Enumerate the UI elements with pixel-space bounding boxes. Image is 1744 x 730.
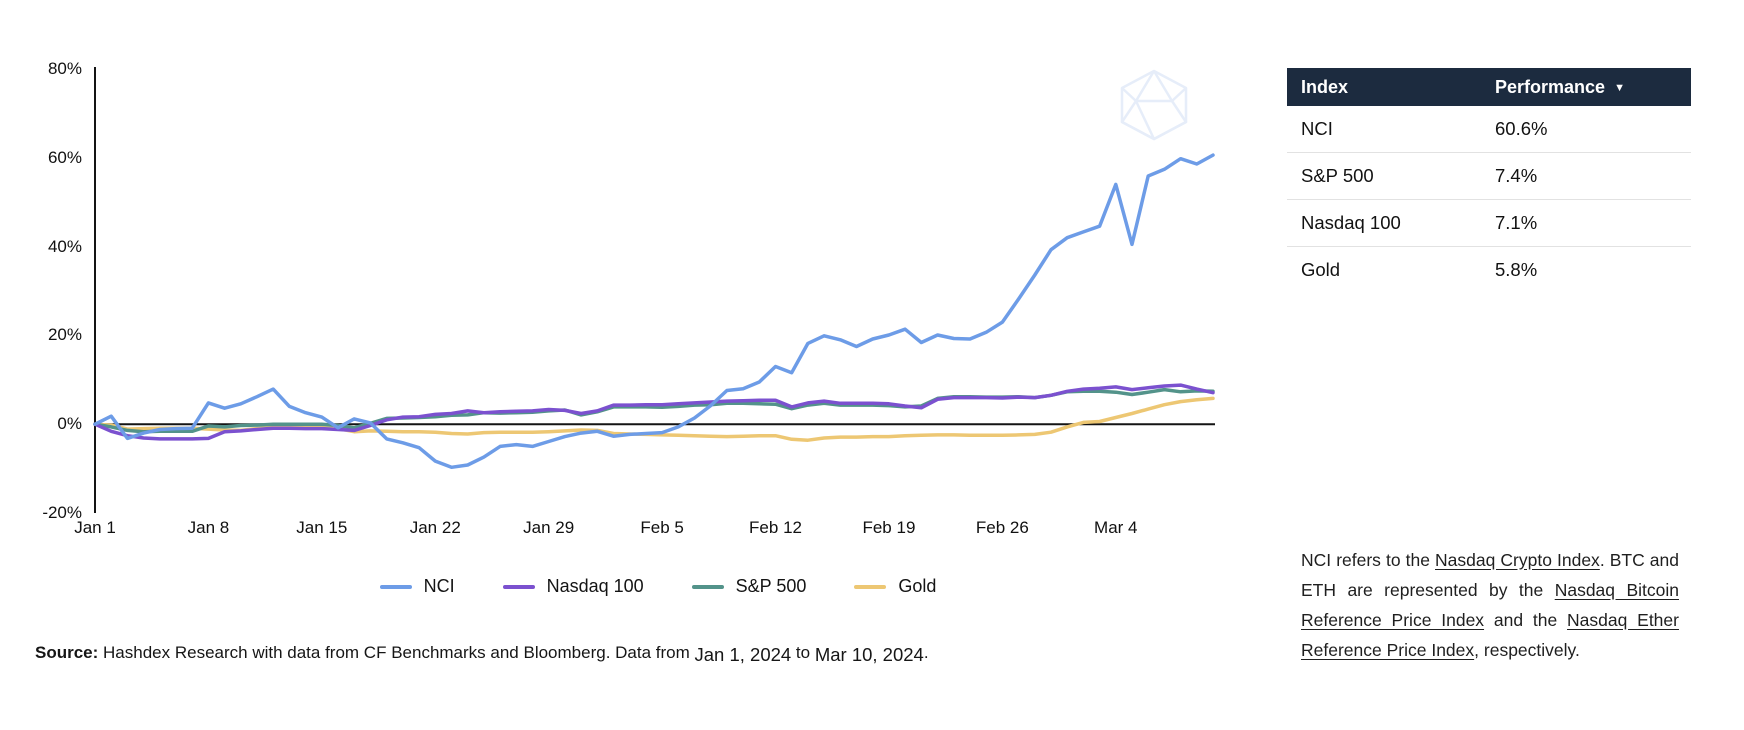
y-axis-tick-label: -20% xyxy=(42,503,82,522)
source-label: Source: xyxy=(35,643,99,662)
chart-legend: NCI Nasdaq 100 S&P 500 Gold xyxy=(78,576,1238,597)
legend-color-chip xyxy=(691,584,724,589)
legend-label: S&P 500 xyxy=(735,576,807,596)
footnote-segment: and the xyxy=(1484,609,1568,630)
table-body: NCI 60.6% S&P 500 7.4% Nasdaq 100 7.1% Gold 5.8… xyxy=(1287,106,1691,293)
performance-cell: 7.4% xyxy=(1495,165,1538,186)
performance-column-header[interactable]: Performance ▼ xyxy=(1495,77,1691,98)
legend-item-nasdaq-100: Nasdaq 100 xyxy=(502,576,644,597)
footnote-segment: NCI refers to the xyxy=(1301,549,1436,570)
footnote-segment: . BTC and ETH are represented by the xyxy=(1301,549,1679,600)
x-axis-tick-label: Feb 12 xyxy=(749,518,802,537)
x-axis-tick-label: Mar 4 xyxy=(1094,518,1138,537)
legend-label: Gold xyxy=(898,576,937,596)
x-axis-tick-label: Jan 22 xyxy=(409,518,461,537)
index-cell: NCI xyxy=(1301,118,1333,139)
series-line-gold xyxy=(93,396,1215,442)
x-axis-tick-label: Jan 8 xyxy=(187,518,230,537)
table-row: Nasdaq 100 7.1% xyxy=(1287,200,1691,247)
y-axis-tick-label: 40% xyxy=(47,236,82,256)
x-axis-tick-label: Jan 29 xyxy=(523,518,575,537)
x-axis-tick-label: Feb 5 xyxy=(640,518,684,537)
performance-cell: 5.8% xyxy=(1495,259,1538,280)
source-date-from: Jan 1, 2024 xyxy=(694,644,792,665)
sort-descending-icon[interactable]: ▼ xyxy=(1614,82,1625,94)
index-cell: S&P 500 xyxy=(1301,165,1374,186)
legend-color-chip xyxy=(854,584,887,589)
index-cell: Gold xyxy=(1301,259,1341,280)
footnote-index-name: Nasdaq Crypto Index xyxy=(1435,549,1600,570)
footnote-text: NCI refers to the Nasdaq Crypto Index. B… xyxy=(1301,545,1679,665)
performance-cell: 7.1% xyxy=(1495,212,1538,233)
footnote-index-name: Nasdaq Bitcoin Reference Price Index xyxy=(1301,579,1679,630)
y-axis-tick-label: 60% xyxy=(47,147,82,167)
table-row: S&P 500 7.4% xyxy=(1287,153,1691,200)
x-axis-tick-label: Feb 19 xyxy=(862,518,916,537)
y-axis-tick-label: 0% xyxy=(57,414,82,434)
watermark-logo-icon xyxy=(1120,69,1188,141)
y-axis-tick-label: 80% xyxy=(47,59,82,78)
legend-item-nci: NCI xyxy=(379,576,455,597)
series-line-nasdaq-100 xyxy=(93,383,1215,441)
table-row: NCI 60.6% xyxy=(1287,106,1691,153)
source-line: Source: Hashdex Research with data from … xyxy=(35,641,929,665)
x-axis-tick-label: Jan 1 xyxy=(74,518,116,537)
index-column-header: Index xyxy=(1301,76,1349,97)
x-axis-tick-label: Feb 26 xyxy=(975,518,1029,537)
legend-color-chip xyxy=(379,584,412,589)
source-connector: to xyxy=(791,643,815,662)
series-line-nci xyxy=(93,153,1215,470)
legend-item-s-p-500: S&P 500 xyxy=(691,576,807,597)
legend-label: NCI xyxy=(423,576,455,596)
legend-item-gold: Gold xyxy=(854,576,936,597)
footnote-segment: , respectively. xyxy=(1474,639,1580,660)
y-axis-tick-label: 20% xyxy=(47,325,82,345)
table-header-row: Index Performance ▼ xyxy=(1287,68,1691,106)
x-axis-tick-label: Jan 15 xyxy=(296,518,348,537)
footnote-index-name: Nasdaq Ether Reference Price Index xyxy=(1301,609,1679,660)
performance-cell: 60.6% xyxy=(1495,118,1548,139)
index-cell: Nasdaq 100 xyxy=(1301,212,1401,233)
performance-table: Index Performance ▼ NCI 60.6% S&P 500 7.4% N… xyxy=(1287,68,1691,293)
table-row: Gold 5.8% xyxy=(1287,247,1691,293)
legend-color-chip xyxy=(502,584,535,589)
legend-label: Nasdaq 100 xyxy=(546,576,644,596)
source-suffix: . xyxy=(923,643,929,662)
source-body: Hashdex Research with data from CF Bench… xyxy=(98,643,695,662)
series-line-s-p-500 xyxy=(93,387,1215,434)
source-date-to: Mar 10, 2024 xyxy=(814,644,924,665)
performance-header-label: Performance xyxy=(1495,76,1606,97)
